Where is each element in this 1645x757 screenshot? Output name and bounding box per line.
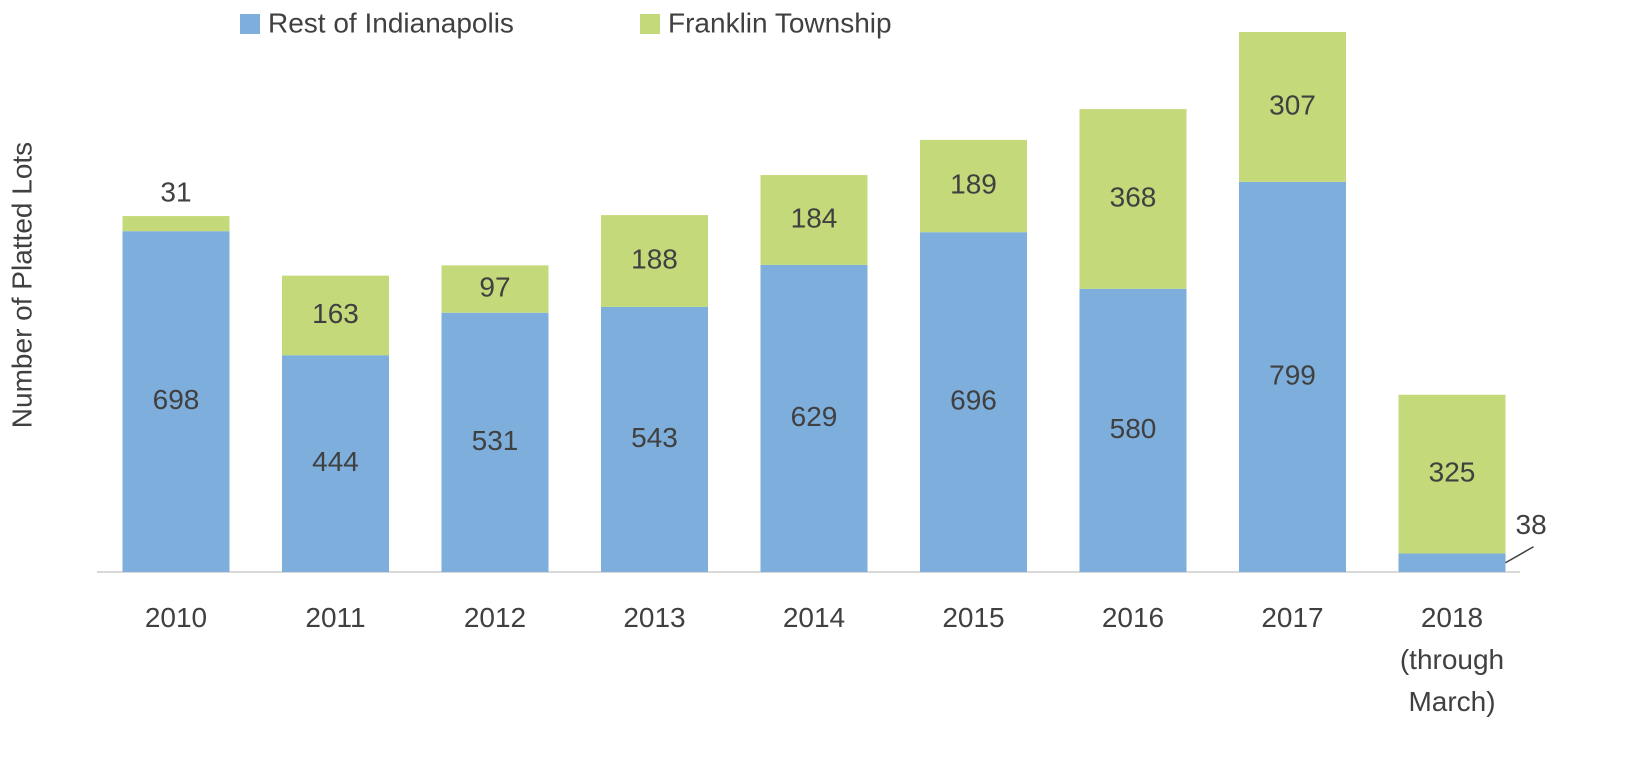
x-tick-label: 2010 — [144, 602, 208, 633]
data-label: 38 — [1516, 509, 1547, 540]
bar-segment — [1239, 32, 1346, 182]
bar-segment — [282, 355, 389, 572]
bar-segment — [1239, 181, 1346, 573]
x-tick-label: 2012 — [463, 602, 527, 633]
legend-label: Rest of Indianapolis — [268, 7, 514, 38]
data-label: 543 — [631, 422, 678, 453]
x-tick-label: 2018 (through March) — [1399, 602, 1505, 717]
data-label: 189 — [950, 168, 997, 199]
data-label: 325 — [1429, 456, 1476, 487]
data-label: 444 — [312, 446, 359, 477]
data-label: 629 — [791, 401, 838, 432]
data-label: 368 — [1110, 181, 1157, 212]
bar-segment — [122, 216, 230, 232]
bar-segment — [760, 175, 868, 265]
bar-segment — [441, 312, 549, 572]
bar-segment — [920, 232, 1027, 572]
data-label: 184 — [791, 202, 838, 233]
x-tick-label: 2015 — [942, 602, 1005, 633]
bar-segment — [1079, 288, 1187, 572]
bar-segment — [441, 265, 549, 313]
bar-segment — [760, 264, 868, 572]
data-label: 531 — [472, 425, 519, 456]
x-tick-label: 2017 — [1261, 602, 1324, 633]
data-label: 307 — [1269, 89, 1316, 120]
bar-segment — [601, 306, 708, 572]
data-label: 188 — [631, 243, 678, 274]
bar-segment — [122, 231, 230, 572]
data-label: 696 — [950, 384, 997, 415]
data-label: 163 — [312, 298, 359, 329]
x-tick-label: 2016 — [1101, 602, 1165, 633]
data-label: 698 — [153, 384, 200, 415]
bar-segment — [1079, 109, 1187, 289]
bar-segment — [282, 275, 389, 356]
x-tick-label: 2013 — [623, 602, 686, 633]
bar-segment — [1398, 394, 1506, 554]
legend-swatch — [240, 14, 260, 34]
x-tick-label: 2014 — [782, 602, 846, 633]
data-label: 799 — [1269, 359, 1316, 390]
bar-segment — [1398, 553, 1506, 572]
y-axis-label: Number of Platted Lots — [6, 142, 37, 428]
bar-segment — [920, 139, 1027, 233]
legend-label: Franklin Township — [668, 7, 892, 38]
x-tick-label: 2011 — [305, 602, 366, 633]
data-label: 31 — [160, 176, 191, 207]
bar-segment — [601, 215, 708, 307]
leader-line — [1505, 546, 1534, 564]
data-label: 97 — [479, 271, 510, 302]
data-label: 580 — [1110, 413, 1157, 444]
legend-swatch — [640, 14, 660, 34]
